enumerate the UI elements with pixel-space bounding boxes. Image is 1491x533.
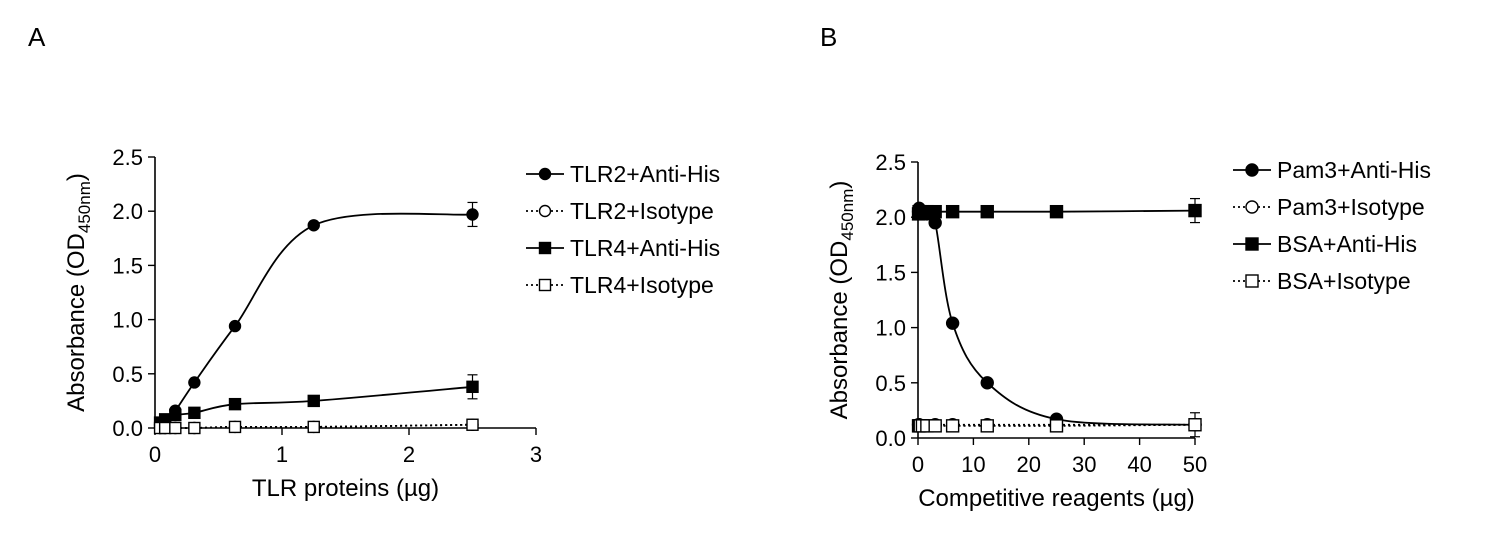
y-axis-label-sub: 450nm <box>838 189 857 241</box>
y-axis-label-sub: 450nm <box>75 181 94 233</box>
y-tick-label: 0.5 <box>875 371 906 396</box>
data-point <box>307 219 320 232</box>
series-0 <box>911 201 1202 438</box>
y-tick-label: 2.0 <box>112 199 143 224</box>
legend-label: TLR4+Isotype <box>570 272 714 298</box>
x-axis-label: Competitive reagents (µg) <box>918 485 1195 512</box>
y-tick-label: 0.5 <box>112 362 143 387</box>
legend-item-0: TLR2+Anti-His <box>526 161 720 187</box>
legend-item-2: BSA+Anti-His <box>1233 231 1417 257</box>
legend-marker <box>538 241 552 255</box>
data-point <box>945 419 960 433</box>
data-point <box>928 419 942 433</box>
data-point <box>228 319 242 333</box>
x-tick-label: 0 <box>149 442 161 467</box>
series-line <box>159 212 473 426</box>
data-point <box>945 316 960 330</box>
y-tick-label: 2.0 <box>875 205 906 230</box>
legend-item-2: TLR4+Anti-His <box>526 235 720 261</box>
data-point <box>980 419 994 433</box>
y-axis-label: Absorbance (OD450nm) <box>63 173 94 412</box>
legend-item-3: BSA+Isotype <box>1233 268 1411 294</box>
x-tick-label: 50 <box>1183 452 1207 477</box>
x-axis-label: TLR proteins (µg) <box>252 475 439 502</box>
panel-label-b: B <box>820 22 837 52</box>
x-tick-label: 0 <box>912 452 924 477</box>
data-point <box>980 204 994 219</box>
data-point <box>307 420 320 434</box>
legend-marker <box>1245 163 1259 177</box>
data-point <box>466 208 479 221</box>
legend-label: BSA+Anti-His <box>1277 231 1417 257</box>
x-tick-label: 3 <box>530 442 542 467</box>
legend-marker <box>1245 200 1259 214</box>
data-point <box>169 408 182 422</box>
data-point <box>188 421 201 435</box>
data-point <box>169 421 182 435</box>
data-point <box>980 376 994 390</box>
data-point <box>1188 418 1202 432</box>
data-point <box>928 216 942 230</box>
data-point <box>928 204 942 219</box>
data-point <box>228 397 242 411</box>
panel-label-a: A <box>28 22 46 52</box>
legend-marker <box>1245 274 1259 288</box>
legend-label: Pam3+Isotype <box>1277 194 1425 220</box>
legend-label: TLR4+Anti-His <box>570 235 720 261</box>
chart-b: 0.0 0.5 1.0 1.5 2.0 2.5 0 10 20 30 40 50 Competitive… <box>826 150 1431 512</box>
legend-label: TLR2+Anti-His <box>570 161 720 187</box>
data-point <box>945 204 960 219</box>
legend-item-3: TLR4+Isotype <box>526 272 714 298</box>
data-point <box>158 421 172 435</box>
x-tick-label: 1 <box>276 442 288 467</box>
y-tick-label: 1.5 <box>112 253 143 278</box>
series-line <box>917 207 1196 426</box>
y-tick-label: 1.0 <box>112 308 143 333</box>
y-axis-label: Absorbance (OD450nm) <box>826 181 857 420</box>
y-tick-label: 0.0 <box>875 426 906 451</box>
y-axis-label-main: Absorbance (OD <box>63 233 90 412</box>
x-tick-label: 2 <box>403 442 415 467</box>
legend-label: TLR2+Isotype <box>570 198 714 224</box>
data-point <box>1049 204 1064 219</box>
data-point <box>188 406 201 420</box>
data-point <box>188 376 201 389</box>
legend-marker <box>1245 237 1259 251</box>
y-axis-label-close: ) <box>63 173 90 181</box>
data-point <box>307 394 320 408</box>
legend-label: Pam3+Anti-His <box>1277 157 1431 183</box>
legend-item-0: Pam3+Anti-His <box>1233 157 1431 183</box>
data-point <box>228 420 242 434</box>
series-2 <box>911 197 1202 224</box>
legend-item-1: TLR2+Isotype <box>526 198 714 224</box>
x-tick-label: 10 <box>961 452 985 477</box>
y-tick-label: 2.5 <box>875 150 906 175</box>
chart-a: 0.0 0.5 1.0 1.5 2.0 2.5 0 1 2 3 TLR proteins (µg) A… <box>63 145 720 502</box>
x-tick-label: 40 <box>1127 452 1151 477</box>
y-axis-label-close: ) <box>826 181 853 189</box>
series-2 <box>153 374 479 429</box>
legend-marker <box>538 278 552 292</box>
data-point <box>1049 419 1064 433</box>
data-point <box>466 418 479 431</box>
legend-marker <box>538 204 552 218</box>
data-point <box>1188 203 1202 218</box>
y-tick-label: 1.5 <box>875 260 906 285</box>
legend-item-1: Pam3+Isotype <box>1233 194 1425 220</box>
legend-marker <box>538 167 552 181</box>
x-tick-label: 30 <box>1072 452 1096 477</box>
y-axis-label-main: Absorbance (OD <box>826 241 853 420</box>
data-point <box>466 380 479 394</box>
y-tick-label: 1.0 <box>875 316 906 341</box>
series-3 <box>153 418 479 435</box>
x-tick-label: 20 <box>1017 452 1041 477</box>
y-tick-label: 2.5 <box>112 145 143 170</box>
y-tick-label: 0.0 <box>112 416 143 441</box>
legend-label: BSA+Isotype <box>1277 268 1411 294</box>
series-3 <box>911 418 1202 433</box>
